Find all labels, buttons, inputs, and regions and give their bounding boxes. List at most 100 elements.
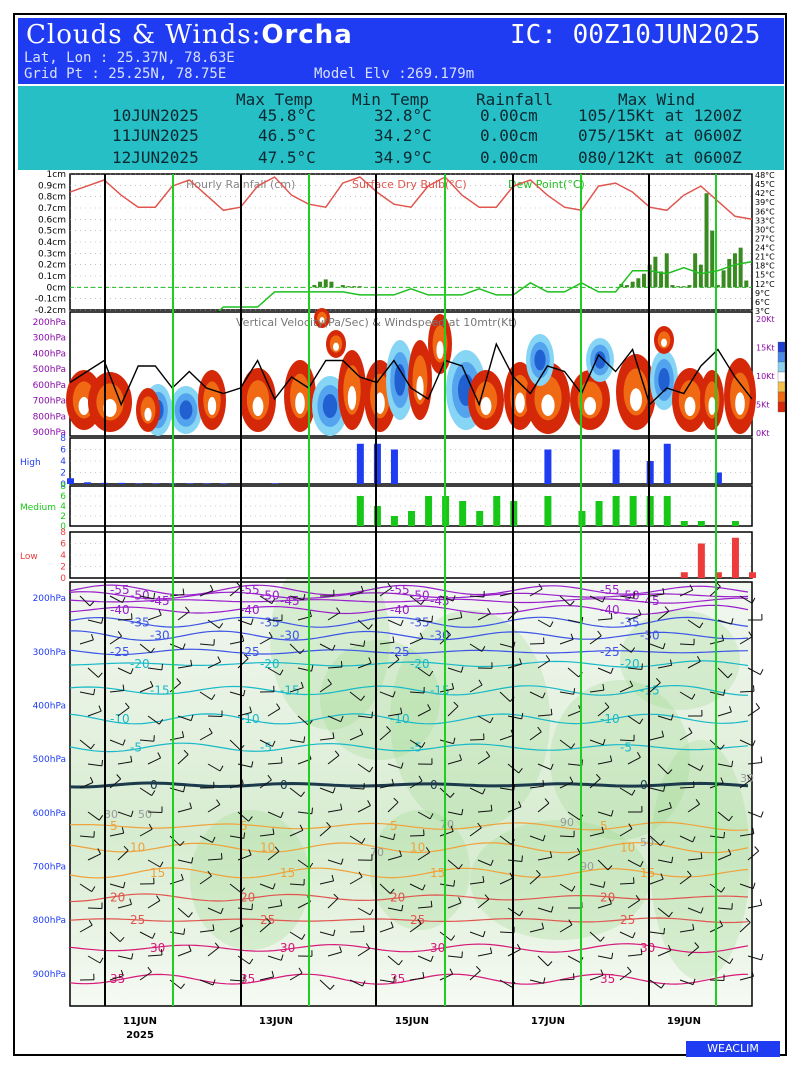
wind-barb [417, 811, 431, 820]
wind-barb [529, 643, 545, 645]
wind-barb [477, 613, 491, 621]
isotherm-label: 10 [410, 841, 425, 855]
wind-barb-flag [180, 873, 184, 880]
wind-barb [207, 907, 222, 915]
cloud-bar-low [697, 543, 705, 578]
wind-barb [619, 685, 633, 693]
wind-barb-flag [309, 862, 314, 869]
wind-barb-flag [748, 631, 753, 638]
wind-barb [529, 691, 543, 699]
wind-barb [657, 859, 672, 864]
wind-barb [379, 587, 392, 597]
y-tick-label: 0.6cm [38, 215, 66, 225]
wind-barb [477, 755, 490, 765]
wind-barb-flag [723, 689, 726, 696]
wind-barb-flag [361, 837, 366, 844]
wind-barb [537, 714, 552, 717]
wind-barb-flag [216, 799, 221, 805]
row-rainfall: 0.00cm [480, 148, 538, 167]
wind-barb-flag [721, 634, 725, 641]
wind-barb [289, 829, 304, 837]
wind-barb [589, 689, 604, 693]
wind-barb [147, 811, 163, 813]
wind-barb [319, 826, 331, 837]
wind-barb [567, 811, 580, 821]
wind-barb [529, 785, 544, 789]
wind-barb-flag [669, 659, 673, 666]
wind-barb [559, 595, 571, 606]
y-tick-label-right: 12°C [755, 280, 775, 289]
wind-barb [229, 739, 241, 751]
wind-barb [597, 706, 610, 717]
isotherm-label: 30 [640, 941, 655, 955]
wind-barb-flag [600, 936, 605, 942]
wind-barb-flag [122, 684, 125, 691]
wind-barb-flag [190, 659, 193, 666]
y-tick-label: 0.2cm [38, 261, 66, 271]
brand-text: WEACLIM [707, 1042, 759, 1055]
wind-barb [117, 811, 132, 818]
wind-barb-flag [547, 961, 553, 967]
grid-point: Grid Pt : 25.25N, 78.75E [24, 66, 227, 82]
x-year-label: 2025 [126, 1030, 154, 1041]
wind-barb-flag [727, 673, 733, 679]
isotherm-label: -15 [280, 683, 300, 697]
wind-barb [469, 595, 485, 598]
wind-barb [169, 682, 182, 693]
wind-barb-flag [93, 688, 96, 695]
wind-barb [387, 955, 400, 966]
wind-barb-flag [393, 797, 399, 803]
rain-bar [670, 285, 675, 288]
wind-barb-flag [544, 798, 550, 804]
wind-barb-flag [627, 966, 632, 972]
isotherm-label: -5 [260, 740, 272, 754]
rh-label: 90 [560, 816, 574, 829]
wind-barb [387, 855, 402, 861]
isotherm-line [69, 591, 749, 600]
wind-barb [627, 667, 642, 670]
y-tick-label: 8 [60, 528, 66, 538]
row-max-wind: 080/12Kt at 0600Z [578, 148, 742, 167]
isotherm-label: -10 [240, 712, 260, 726]
isotherm-label: 25 [410, 913, 425, 927]
rain-bar [710, 230, 715, 288]
row-date: 10JUN2025 [112, 106, 199, 125]
wind-barb-flag [477, 822, 482, 829]
wind-barb [109, 883, 124, 889]
wind-barb [357, 763, 370, 773]
wind-barb-flag [639, 860, 644, 867]
wind-barb [477, 859, 492, 866]
wind-barb-flag [91, 886, 96, 892]
wind-barb-flag [692, 923, 695, 930]
vv-cell-core [207, 397, 217, 415]
isotherm-label: -50 [130, 588, 150, 602]
wind-barb-flag [597, 630, 602, 637]
wind-barb [739, 779, 752, 789]
colorbar-step [777, 371, 786, 383]
wind-barb [739, 595, 753, 604]
wind-barb [537, 763, 552, 770]
y-tick-label-right: 36°C [755, 207, 775, 216]
wind-barb [559, 781, 573, 789]
rh-label: 90 [580, 860, 594, 873]
wind-barb-flag [272, 740, 276, 747]
y-tick-label: 200hPa [33, 594, 66, 604]
rain-bar [312, 285, 317, 288]
wind-barb-flag [630, 647, 636, 653]
wind-barb [267, 708, 281, 717]
wind-barb [747, 904, 762, 909]
wind-barb [627, 715, 640, 725]
wind-barb-flag [251, 761, 254, 768]
wind-barb [87, 710, 102, 717]
cloud-bar-medium [663, 496, 671, 526]
wind-barb [739, 883, 754, 890]
wind-barb-flag [130, 668, 134, 675]
wind-barb-flag [671, 856, 674, 863]
wind-barb-flag [720, 777, 724, 784]
wind-barb-flag [723, 831, 725, 838]
wind-barb [627, 954, 642, 957]
wind-barb-flag [670, 714, 674, 721]
wind-barb-flag [429, 670, 434, 677]
wind-barb-flag [638, 609, 642, 615]
